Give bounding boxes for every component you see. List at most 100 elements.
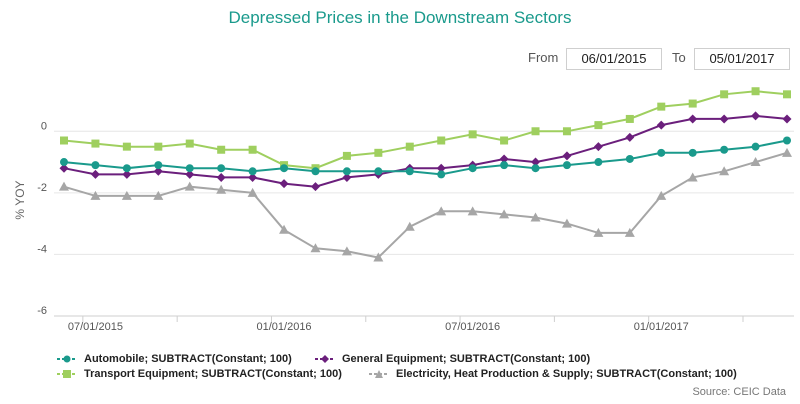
legend-item-automobile[interactable]: Automobile; SUBTRACT(Constant; 100) (56, 352, 292, 366)
data-point[interactable] (310, 182, 320, 192)
data-point[interactable] (122, 164, 131, 173)
to-label: To (672, 50, 686, 65)
data-point[interactable] (342, 167, 351, 176)
y-tick-label: 0 (41, 120, 47, 132)
data-point[interactable] (437, 170, 446, 179)
data-point[interactable] (280, 164, 289, 173)
data-point[interactable] (625, 114, 634, 123)
data-point[interactable] (184, 181, 195, 191)
data-point[interactable] (468, 130, 477, 139)
data-point[interactable] (437, 136, 446, 145)
data-point[interactable] (500, 136, 509, 145)
data-point[interactable] (625, 154, 634, 163)
data-point[interactable] (688, 99, 697, 108)
series-line (63, 151, 788, 259)
data-point[interactable] (341, 246, 352, 256)
data-point[interactable] (216, 184, 227, 194)
data-point[interactable] (153, 166, 163, 176)
data-point[interactable] (374, 167, 383, 176)
data-point[interactable] (405, 167, 414, 176)
legend-item-general-equipment[interactable]: General Equipment; SUBTRACT(Constant; 10… (314, 352, 590, 366)
data-point[interactable] (593, 227, 604, 237)
data-point[interactable] (531, 127, 540, 136)
data-point[interactable] (720, 90, 729, 99)
data-point[interactable] (121, 190, 132, 200)
data-point[interactable] (688, 114, 698, 124)
data-point[interactable] (593, 142, 603, 152)
data-point[interactable] (782, 147, 792, 157)
data-point[interactable] (783, 90, 791, 99)
data-point[interactable] (594, 158, 603, 167)
data-point[interactable] (342, 151, 351, 160)
data-point[interactable] (531, 157, 541, 167)
data-point[interactable] (91, 161, 100, 170)
data-point[interactable] (248, 145, 257, 154)
data-point[interactable] (59, 181, 69, 191)
data-point[interactable] (90, 190, 101, 200)
data-point[interactable] (90, 169, 100, 179)
data-point[interactable] (467, 206, 478, 216)
data-point[interactable] (122, 142, 131, 151)
data-point[interactable] (719, 114, 729, 124)
data-point[interactable] (248, 172, 258, 182)
data-point[interactable] (373, 252, 384, 262)
data-point[interactable] (311, 167, 320, 176)
data-point[interactable] (279, 179, 289, 189)
data-point[interactable] (657, 148, 666, 157)
data-point[interactable] (562, 161, 571, 170)
data-point[interactable] (310, 243, 321, 253)
from-date-input[interactable]: 06/01/2015 (566, 48, 662, 70)
data-point[interactable] (185, 139, 194, 148)
data-point[interactable] (562, 151, 572, 161)
data-point[interactable] (594, 121, 603, 130)
data-point[interactable] (185, 169, 195, 179)
data-point[interactable] (500, 161, 509, 170)
data-point[interactable] (530, 212, 541, 222)
data-point[interactable] (531, 164, 540, 173)
data-point[interactable] (750, 157, 761, 167)
data-point[interactable] (719, 166, 730, 176)
data-point[interactable] (687, 172, 698, 182)
data-point[interactable] (154, 161, 163, 170)
data-point[interactable] (60, 158, 68, 167)
data-point[interactable] (751, 142, 760, 151)
data-point[interactable] (436, 206, 447, 216)
data-point[interactable] (625, 132, 635, 142)
data-point[interactable] (153, 190, 164, 200)
data-point[interactable] (720, 145, 729, 154)
data-point[interactable] (656, 120, 666, 130)
data-point[interactable] (783, 136, 791, 145)
data-point[interactable] (561, 218, 572, 228)
data-point[interactable] (436, 163, 446, 173)
data-point[interactable] (91, 139, 100, 148)
to-date-input[interactable]: 05/01/2017 (694, 48, 790, 70)
data-point[interactable] (468, 164, 477, 173)
legend-item-electricity[interactable]: Electricity, Heat Production & Supply; S… (368, 367, 737, 381)
data-point[interactable] (405, 142, 414, 151)
data-point[interactable] (154, 142, 163, 151)
data-point[interactable] (59, 163, 69, 173)
data-point[interactable] (562, 127, 571, 136)
data-point[interactable] (656, 190, 667, 200)
data-point[interactable] (404, 221, 415, 231)
data-point[interactable] (688, 148, 697, 157)
data-point[interactable] (782, 114, 792, 124)
data-point[interactable] (248, 167, 257, 176)
data-point[interactable] (185, 164, 194, 173)
data-point[interactable] (342, 172, 352, 182)
data-point[interactable] (657, 102, 666, 111)
data-point[interactable] (60, 136, 68, 145)
data-point[interactable] (122, 169, 132, 179)
data-point[interactable] (217, 164, 226, 173)
legend-item-transport-equipment[interactable]: Transport Equipment; SUBTRACT(Constant; … (56, 367, 342, 381)
data-point[interactable] (374, 148, 383, 157)
data-point[interactable] (624, 227, 635, 237)
data-point[interactable] (751, 87, 760, 96)
data-point[interactable] (499, 209, 510, 219)
data-point[interactable] (499, 154, 509, 164)
data-point[interactable] (217, 145, 226, 154)
data-point[interactable] (751, 111, 761, 121)
data-point[interactable] (216, 172, 226, 182)
data-point[interactable] (247, 187, 258, 197)
data-point[interactable] (279, 224, 290, 234)
